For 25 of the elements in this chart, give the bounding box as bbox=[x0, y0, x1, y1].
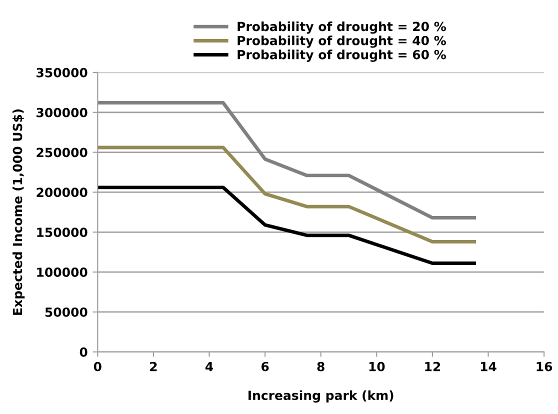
legend-label: Probability of drought = 40 % bbox=[238, 36, 446, 48]
x-tick-label: 8 bbox=[317, 362, 324, 372]
y-tick-label: 0 bbox=[80, 347, 88, 357]
legend-label: Probability of drought = 60 % bbox=[238, 50, 446, 62]
x-tick-label: 12 bbox=[425, 362, 440, 372]
x-tick-label: 4 bbox=[205, 362, 214, 372]
x-tick-label: 2 bbox=[150, 362, 157, 372]
x-tick-label: 0 bbox=[94, 362, 102, 372]
y-tick-label: 350000 bbox=[36, 68, 88, 78]
x-tick-label: 14 bbox=[480, 362, 496, 372]
y-tick-label: 300000 bbox=[36, 108, 88, 118]
line-series bbox=[98, 101, 476, 220]
x-tick-label: 16 bbox=[536, 362, 552, 372]
x-axis-title: Increasing park (km) bbox=[248, 390, 394, 403]
y-tick-label: 150000 bbox=[37, 228, 88, 238]
legend-label: Probability of drought = 20 % bbox=[238, 22, 446, 34]
y-tick-label: 100000 bbox=[37, 268, 88, 277]
y-tick-label: 200000 bbox=[36, 188, 88, 198]
line-series bbox=[98, 146, 476, 244]
y-axis-title: Expected Income (1,000 US$) bbox=[12, 109, 25, 315]
x-tick-label: 10 bbox=[369, 362, 385, 372]
y-tick-label: 250000 bbox=[36, 148, 88, 158]
y-tick-label: 50000 bbox=[45, 307, 88, 317]
line-series bbox=[98, 186, 476, 266]
x-tick-label: 6 bbox=[261, 362, 269, 372]
